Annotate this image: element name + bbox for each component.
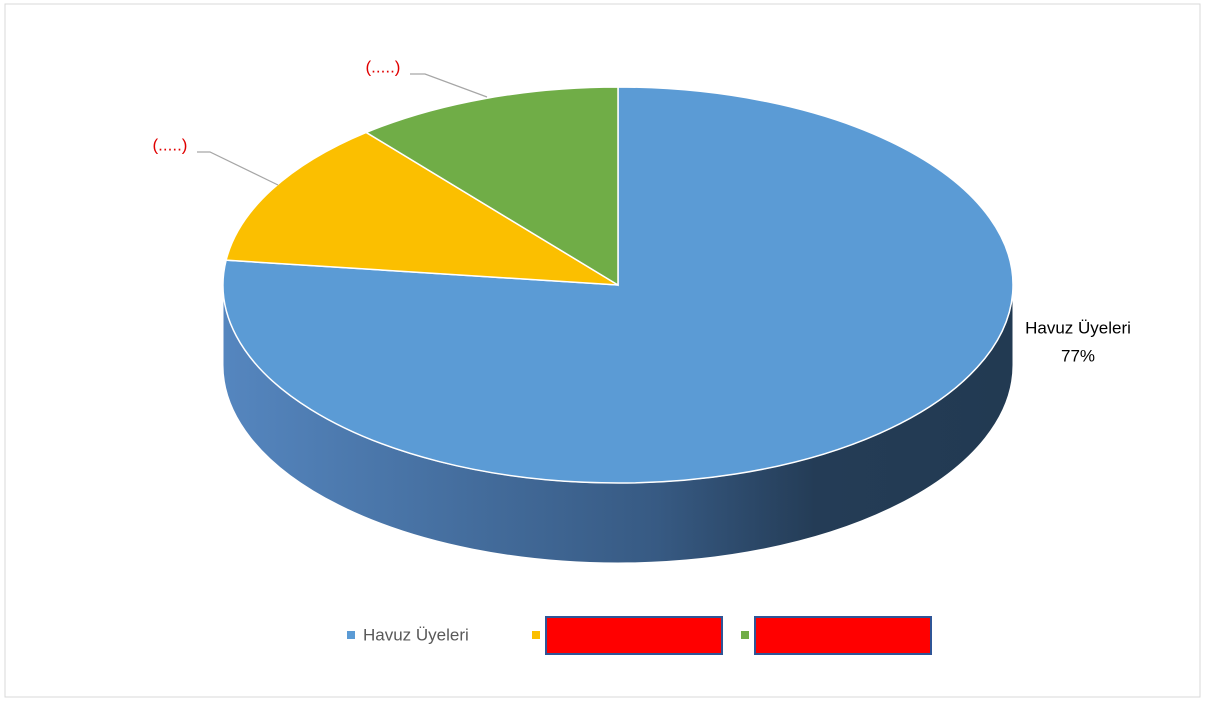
data-label: 77% bbox=[1061, 346, 1095, 365]
data-label: (.....) bbox=[153, 135, 188, 154]
legend-marker bbox=[532, 631, 540, 639]
legend-marker bbox=[347, 631, 355, 639]
slice bbox=[225, 131, 619, 286]
legend-redaction bbox=[545, 616, 723, 655]
leader-line bbox=[197, 151, 279, 186]
leader-line bbox=[410, 73, 488, 98]
data-label: (.....) bbox=[366, 57, 401, 76]
legend-label: Havuz Üyeleri bbox=[363, 625, 469, 644]
slice bbox=[364, 86, 619, 287]
legend-redaction bbox=[754, 616, 932, 655]
slice bbox=[222, 86, 1014, 484]
data-label-name: Havuz Üyeleri bbox=[1025, 318, 1131, 337]
legend-marker bbox=[741, 631, 749, 639]
